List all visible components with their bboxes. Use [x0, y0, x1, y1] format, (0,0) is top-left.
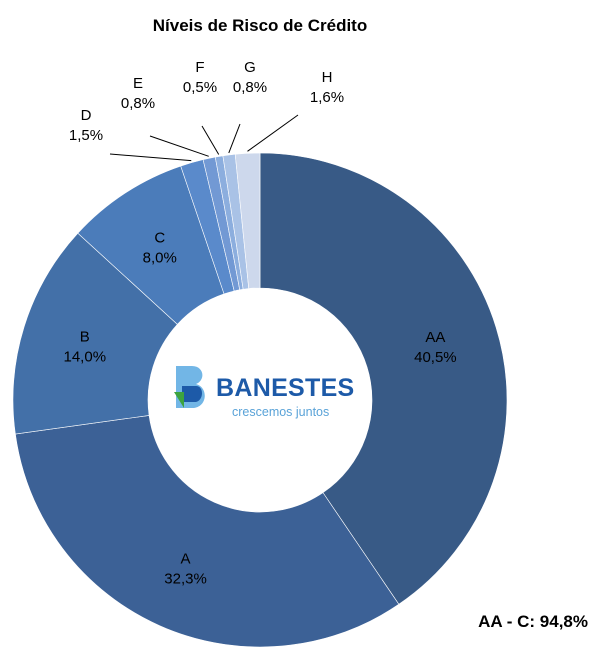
- slice-category-label: C: [154, 229, 165, 246]
- chart-title: Níveis de Risco de Crédito: [152, 16, 368, 35]
- slice-category-label: F: [195, 59, 204, 76]
- banestes-logo: BANESTES crescemos juntos: [170, 358, 360, 438]
- slice-h: [234, 152, 261, 289]
- slice-value-label: 40,5%: [414, 349, 457, 366]
- slice-category-label: H: [322, 69, 333, 86]
- leader-line: [201, 125, 220, 155]
- slice-value-label: 1,5%: [69, 127, 103, 144]
- leader-line: [149, 135, 209, 157]
- slice-aa: [259, 152, 508, 605]
- leader-line-group: [109, 114, 299, 162]
- slice-value-label: 8,0%: [143, 249, 177, 266]
- leader-line: [247, 114, 299, 152]
- slice-label-group: AA 40,5% A 32,3% B 14,0% C 8,0% D 1,5% E 0,8% F 0,5% G…: [64, 59, 457, 588]
- slice-value-label: 32,3%: [164, 571, 207, 588]
- slice-value-label: 0,5%: [183, 79, 217, 96]
- slice-value-label: 1,6%: [310, 89, 344, 106]
- logo-wordmark: BANESTES: [216, 374, 355, 402]
- slice-b: [12, 232, 178, 435]
- slice-group: [12, 152, 508, 648]
- slice-value-label: 0,8%: [233, 79, 267, 96]
- slice-category-label: B: [80, 328, 90, 345]
- leader-line: [109, 153, 192, 162]
- slice-value-label: 0,8%: [121, 95, 155, 112]
- leader-line: [228, 123, 241, 154]
- slice-a: [15, 415, 400, 648]
- slice-category-label: AA: [425, 329, 445, 346]
- slice-category-label: G: [244, 59, 256, 76]
- slice-category-label: A: [181, 551, 191, 568]
- logo-tagline: crescemos juntos: [232, 405, 330, 419]
- banestes-b-icon: [174, 366, 205, 408]
- slice-category-label: D: [81, 107, 92, 124]
- slice-value-label: 14,0%: [64, 348, 107, 365]
- summary-annotation: AA - C: 94,8%: [478, 612, 588, 631]
- slice-category-label: E: [133, 75, 143, 92]
